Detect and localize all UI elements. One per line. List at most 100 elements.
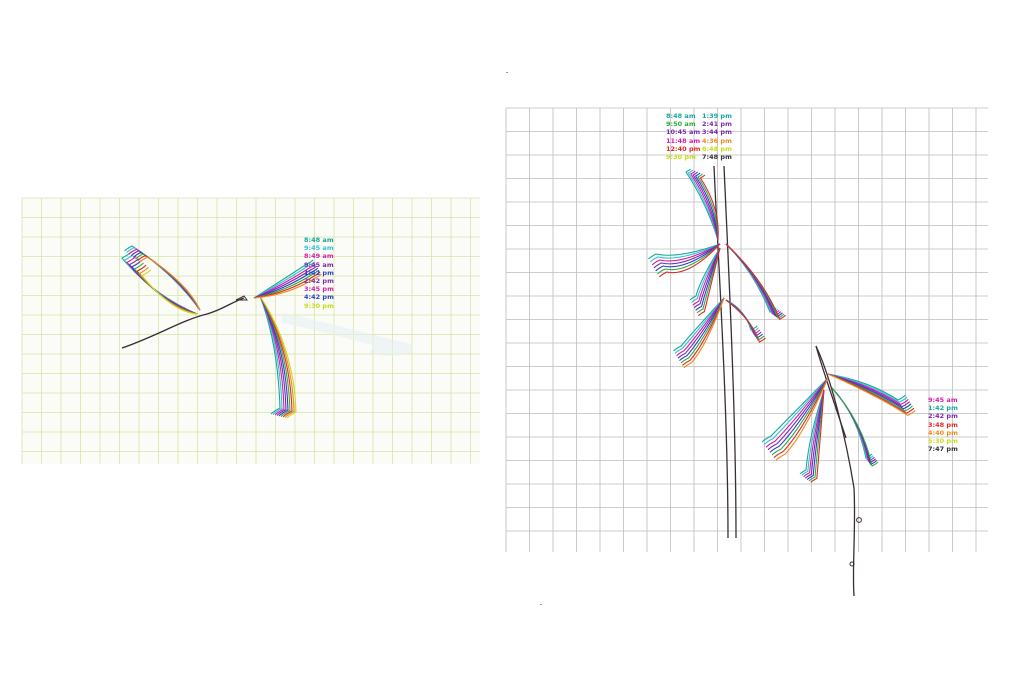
leaf-trace-line: [126, 256, 198, 315]
leaf-trace-line: [259, 295, 297, 419]
leaf-trace-line: [259, 295, 283, 415]
leaf-trace-line: [653, 243, 721, 269]
legend-time-label: 7:47 pm: [928, 445, 958, 454]
leaf-trace-line: [253, 261, 315, 299]
leaf-trace-line: [767, 377, 829, 451]
leaf-trace-line: [655, 243, 721, 272]
leaf-trace-line: [651, 243, 721, 266]
leaf-trace-line: [692, 171, 719, 241]
leaf-trace-line: [259, 295, 287, 416]
leaf-trace-line: [648, 243, 721, 260]
leaf-trace-line: [831, 387, 876, 464]
left-plant-drawing: [121, 245, 413, 419]
right-leaf-fan-short-stem: [761, 373, 916, 483]
leaf-trace-line: [801, 389, 825, 476]
left-bud: [235, 295, 248, 301]
leaf-trace-line: [827, 373, 911, 408]
leaf-trace-line: [831, 387, 879, 467]
leaf-trace-line: [649, 243, 721, 263]
leaf-trace-line: [831, 387, 878, 466]
leaf-trace-line: [679, 297, 725, 361]
leaf-trace-line: [680, 297, 725, 364]
legend-time-label: 9:45 am: [304, 244, 334, 253]
legend-time-label: 10:45 am: [666, 128, 701, 137]
leaf-trace-line: [695, 247, 721, 311]
leaf-trace-line: [682, 297, 725, 366]
leaf-trace-line: [806, 389, 825, 480]
leaf-trace-line: [259, 295, 289, 417]
leaf-trace-line: [765, 377, 829, 448]
legend-time-label: 3:44 pm: [702, 128, 732, 137]
legend-time-label: 4:36 pm: [702, 136, 732, 145]
left-grid: [21, 197, 480, 464]
leaf-trace-line: [121, 251, 198, 315]
leaf-trace-line: [773, 377, 829, 458]
leaf-trace-line: [827, 373, 915, 414]
leaf-trace-line: [803, 389, 825, 478]
leaf-trace-line: [259, 295, 295, 418]
right-time-legend-col2: 1:39 pm 2:41 pm 3:44 pm 4:36 pm 6:48 pm 7:48 …: [702, 112, 732, 161]
leaf-trace-line: [687, 169, 719, 241]
leaf-trace-line: [775, 377, 829, 461]
right-time-legend-col1: 8:48 am 9:50 am 10:45 am 11:48 am 12:40 pm 9:…: [666, 112, 700, 161]
leaf-trace-line: [253, 267, 319, 299]
legend-time-label: 3:48 pm: [928, 420, 958, 429]
legend-time-label: 1:39 pm: [702, 112, 732, 120]
leaf-trace-line: [827, 373, 909, 406]
leaf-trace-line: [725, 299, 766, 343]
legend-time-label: 3:45 pm: [304, 285, 334, 294]
legend-time-label: 9:30 pm: [666, 153, 696, 162]
legend-time-label: 2:42 pm: [928, 412, 958, 421]
leaf-trace-line: [685, 168, 719, 241]
right-drawing-sheet: 8:48 am 9:50 am 10:45 am 11:48 am 12:40 pm 9:…: [505, 107, 988, 597]
legend-time-label: 9:45 am: [928, 396, 958, 404]
left-leaf-fan-upper: [121, 245, 201, 315]
leaf-trace-line: [128, 258, 198, 315]
leaf-trace-line: [253, 265, 317, 299]
leaf-trace-line: [799, 389, 825, 475]
legend-time-label: 5:30 pm: [928, 437, 958, 446]
leaf-trace-line: [697, 173, 719, 241]
legend-time-label: 9:30 pm: [304, 301, 334, 310]
leaf-trace-line: [674, 297, 725, 354]
leaf-trace-line: [253, 259, 314, 299]
leaf-trace-line: [683, 297, 725, 369]
leaf-trace-line: [657, 243, 721, 275]
dust-mark: [540, 604, 542, 605]
leaf-trace-line: [253, 273, 322, 299]
leaf-trace-line: [699, 174, 719, 241]
legend-time-label: 7:48 pm: [702, 153, 732, 162]
leaf-trace-line: [259, 295, 291, 417]
legend-time-label: 2:42 pm: [304, 277, 334, 286]
legend-time-label: 9:45 am: [304, 260, 334, 269]
legend-time-label: 4:42 pm: [304, 293, 334, 302]
left-leaf-fan-hanging: [253, 259, 322, 419]
leaf-trace-line: [658, 243, 721, 278]
leaf-trace-line: [693, 247, 721, 309]
legend-time-label: 12:40 pm: [666, 144, 701, 153]
leaf-trace-line: [130, 250, 201, 311]
leaf-trace-line: [676, 297, 725, 357]
legend-time-label: 8:49 am: [304, 252, 334, 261]
legend-time-label: 9:50 am: [666, 120, 696, 129]
leaf-trace-line: [696, 247, 721, 314]
leaf-trace-line: [677, 297, 725, 359]
leaf-trace-line: [259, 295, 281, 415]
leaf-trace-line: [689, 247, 721, 301]
leaf-trace-line: [253, 263, 316, 299]
leaf-trace-line: [827, 373, 912, 410]
leaf-trace-line: [123, 253, 198, 315]
leaf-trace-line: [725, 243, 786, 320]
leaf-trace-line: [259, 295, 285, 416]
leaf-trace-line: [691, 247, 721, 303]
leaf-trace-line: [827, 373, 916, 417]
leaf-trace-line: [673, 297, 725, 352]
leaf-trace-line: [692, 247, 721, 306]
leaf-trace-line: [805, 389, 825, 479]
right-grid: [505, 107, 988, 552]
legend-time-label: 4:40 pm: [928, 428, 958, 437]
legend-time-label: 6:48 pm: [702, 144, 732, 153]
left-stem: [121, 297, 245, 349]
leaf-trace-line: [132, 251, 201, 311]
leaf-trace-line: [259, 295, 293, 418]
